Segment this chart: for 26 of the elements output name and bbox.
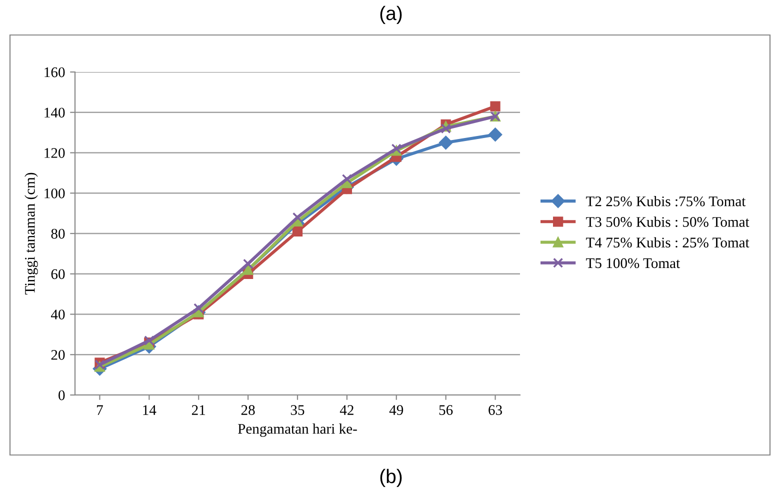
x-tick-label: 14 — [143, 405, 156, 415]
x-tick-label: 7 — [97, 405, 103, 415]
legend-label: T2 25% Kubis :75% Tomat — [586, 196, 746, 206]
x-tick-label: 21 — [192, 405, 206, 415]
y-tick-label: 120 — [44, 148, 65, 158]
x-tick-label: 42 — [340, 405, 354, 415]
x-tick-label: 28 — [241, 405, 255, 415]
y-tick-label: 60 — [51, 269, 65, 280]
y-tick-label: 20 — [51, 350, 65, 360]
x-tick-label: 35 — [290, 405, 304, 415]
y-tick-label: 40 — [50, 310, 65, 320]
y-tick-label: 80 — [51, 228, 65, 239]
legend-label: T4 75% Kubis : 25% Tomat — [586, 237, 750, 248]
legend-label: T3 50% Kubis : 50% Tomat — [586, 216, 750, 227]
x-tick-label: 56 — [439, 405, 453, 415]
y-tick-label: 100 — [44, 188, 65, 198]
x-axis-title: Pengamatan hari ke- — [238, 424, 357, 437]
legend-label: T5 100% Tomat — [586, 258, 680, 268]
y-tick-label: 160 — [44, 67, 65, 78]
x-tick-label: 63 — [488, 405, 502, 415]
y-axis-title: Tinggi tanaman (cm) — [24, 172, 38, 295]
y-tick-label: 0 — [58, 390, 65, 400]
text: (a) — [380, 6, 402, 24]
y-tick-label: 140 — [44, 108, 65, 118]
x-tick-label: 49 — [389, 405, 404, 415]
text: (b) — [380, 468, 402, 488]
